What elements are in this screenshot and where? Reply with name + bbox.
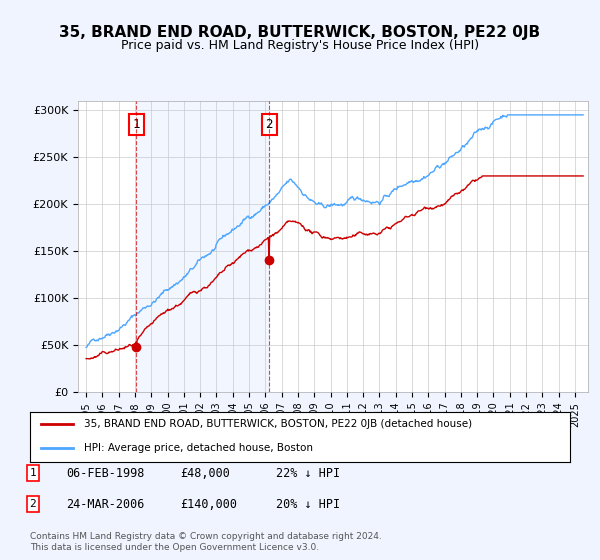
Text: 24-MAR-2006: 24-MAR-2006	[66, 497, 145, 511]
Bar	[136, 101, 269, 392]
Text: 2: 2	[29, 499, 37, 509]
Text: Price paid vs. HM Land Registry's House Price Index (HPI): Price paid vs. HM Land Registry's House …	[121, 39, 479, 52]
Text: £48,000: £48,000	[180, 466, 230, 480]
Text: £140,000: £140,000	[180, 497, 237, 511]
Text: 20% ↓ HPI: 20% ↓ HPI	[276, 497, 340, 511]
Text: 22% ↓ HPI: 22% ↓ HPI	[276, 466, 340, 480]
Text: 35, BRAND END ROAD, BUTTERWICK, BOSTON, PE22 0JB: 35, BRAND END ROAD, BUTTERWICK, BOSTON, …	[59, 25, 541, 40]
Text: 1: 1	[29, 468, 37, 478]
Text: 35, BRAND END ROAD, BUTTERWICK, BOSTON, PE22 0JB (detached house): 35, BRAND END ROAD, BUTTERWICK, BOSTON, …	[84, 419, 472, 429]
Text: 2: 2	[265, 118, 273, 131]
Text: Contains HM Land Registry data © Crown copyright and database right 2024.
This d: Contains HM Land Registry data © Crown c…	[30, 532, 382, 552]
Text: 06-FEB-1998: 06-FEB-1998	[66, 466, 145, 480]
Text: 1: 1	[133, 118, 140, 131]
Text: HPI: Average price, detached house, Boston: HPI: Average price, detached house, Bost…	[84, 443, 313, 453]
